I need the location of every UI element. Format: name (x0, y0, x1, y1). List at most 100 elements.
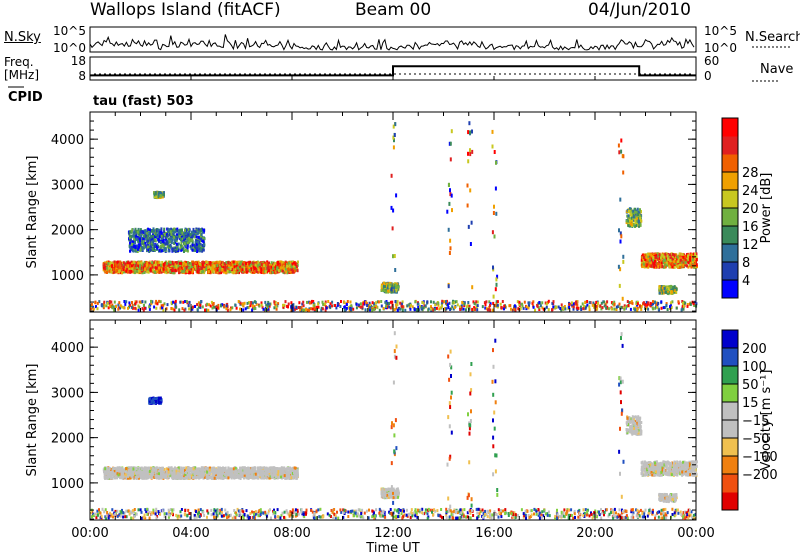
power-echo-cell (279, 264, 282, 268)
power-echo-cell (291, 262, 294, 266)
power-clutter-cell (128, 303, 131, 307)
power-echo-cell (677, 258, 680, 262)
power-echo-cell (159, 230, 162, 234)
power-echo-cell (158, 261, 161, 265)
power-echo-cell (279, 269, 282, 273)
power-echo-cell (226, 268, 229, 272)
power-clutter-cell (225, 304, 228, 308)
power-clutter-cell (410, 303, 412, 307)
power-clutter-cell (521, 304, 524, 308)
power-echo-cell (251, 261, 254, 265)
power-echo-cell (184, 229, 186, 232)
power-clutter-cell (311, 299, 313, 303)
power-clutter-cell (155, 306, 158, 310)
power-echo-cell (115, 264, 118, 268)
power-clutter-cell (321, 307, 324, 311)
power-echo-cell (279, 266, 282, 270)
power-echo-cell (385, 286, 388, 290)
power-echo-cell (124, 262, 127, 266)
power-clutter-cell (640, 307, 643, 311)
power-clutter-cell (440, 302, 443, 306)
power-clutter-cell (528, 301, 531, 305)
power-echo-cell (232, 260, 235, 264)
power-echo-cell (144, 230, 147, 234)
power-clutter-cell (138, 300, 141, 304)
power-clutter-cell (463, 302, 466, 306)
power-echo-cell (128, 266, 131, 270)
power-echo-cell (202, 237, 205, 241)
power-echo-cell (235, 265, 238, 268)
power-echo-cell (142, 263, 145, 267)
power-clutter-cell (468, 307, 471, 311)
power-echo-cell (192, 271, 194, 275)
power-echo-cell (178, 235, 181, 239)
power-clutter-cell (265, 303, 268, 307)
power-echo-cell (627, 221, 630, 225)
power-clutter-cell (124, 302, 127, 306)
power-echo-cell (155, 266, 158, 270)
power-echo-cell (675, 287, 678, 291)
power-echo-cell (128, 232, 131, 236)
power-echo-cell (129, 245, 132, 249)
power-clutter-cell (249, 304, 252, 308)
power-echo-cell (142, 265, 145, 269)
power-echo-cell (691, 260, 694, 264)
power-echo-cell (153, 191, 156, 195)
power-echo-cell (381, 288, 384, 292)
power-clutter-cell (302, 300, 305, 304)
power-clutter-cell (630, 300, 633, 304)
power-clutter-cell (315, 305, 318, 309)
power-clutter-cell (305, 308, 308, 311)
power-echo-cell (186, 261, 189, 265)
power-clutter-cell (645, 300, 648, 304)
power-echo-cell (133, 266, 136, 270)
power-clutter-cell (400, 302, 403, 306)
power-echo-cell (297, 260, 299, 264)
power-echo-cell (162, 193, 165, 197)
power-echo-cell (393, 286, 395, 290)
power-clutter-cell (613, 307, 616, 311)
power-clutter-cell (459, 308, 462, 311)
power-clutter-cell (516, 300, 519, 304)
power-clutter-cell (260, 301, 263, 305)
power-streak-cell (447, 227, 450, 232)
power-echo-cell (232, 265, 234, 269)
power-echo-cell (288, 263, 291, 267)
power-echo-cell (146, 270, 149, 274)
power-echo-cell (270, 263, 273, 267)
power-echo-cell (231, 270, 234, 274)
power-echo-cell (197, 227, 200, 231)
power-echo-cell (131, 240, 134, 244)
power-echo-cell (634, 210, 637, 214)
power-echo-cell (673, 289, 676, 293)
power-clutter-cell (599, 304, 602, 308)
power-echo-cell (148, 228, 151, 232)
power-echo-cell (645, 262, 648, 266)
power-echo-cell (267, 269, 270, 273)
power-echo-cell (197, 260, 200, 264)
power-echo-cell (179, 246, 182, 250)
power-echo-cell (197, 269, 200, 273)
power-echo-cell (132, 231, 135, 235)
power-clutter-cell (162, 303, 165, 307)
power-echo-cell (220, 261, 223, 265)
power-echo-cell (139, 228, 142, 232)
power-echo-cell (103, 263, 106, 267)
power-clutter-cell (324, 300, 327, 304)
power-echo-cell (691, 258, 694, 262)
power-echo-cell (250, 265, 253, 269)
power-echo-cell (146, 263, 149, 267)
power-echo-cell (647, 255, 650, 259)
power-clutter-cell (416, 308, 419, 312)
power-clutter-cell (660, 306, 663, 310)
power-echo-cell (186, 269, 189, 273)
power-clutter-cell (468, 304, 471, 308)
power-echo-cell (199, 247, 202, 251)
power-clutter-cell (299, 306, 302, 309)
power-clutter-cell (445, 307, 448, 311)
power-echo-cell (139, 248, 142, 252)
power-echo-cell (151, 261, 154, 265)
power-echo-cell (185, 231, 188, 235)
power-echo-cell (683, 259, 686, 263)
power-echo-cell (159, 191, 162, 195)
